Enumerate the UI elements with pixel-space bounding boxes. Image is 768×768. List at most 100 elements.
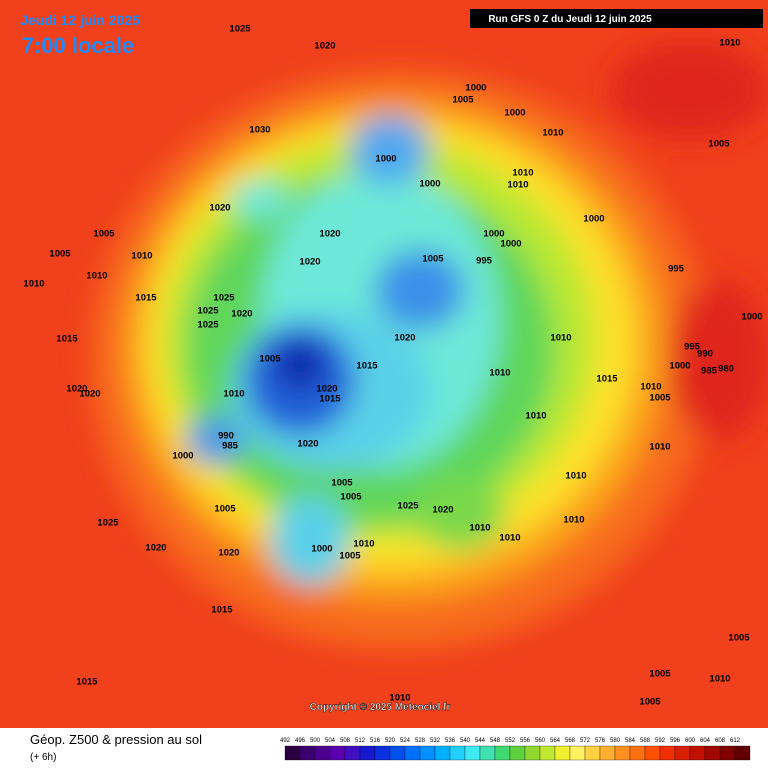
pressure-label: 1010 (469, 523, 490, 534)
scale-swatch (704, 745, 721, 761)
pressure-label: 1010 (131, 251, 152, 262)
time: 7:00 locale (22, 33, 135, 58)
scale-label: 600 (685, 738, 696, 744)
run-box (470, 9, 763, 28)
scale-swatch (599, 745, 616, 761)
pressure-label: 1005 (340, 492, 362, 503)
pressure-label: 1000 (172, 451, 193, 462)
scale-swatch (434, 745, 451, 761)
pressure-label: 1000 (500, 239, 521, 250)
color-scale: 492 496 500 504 508 512 516 520 524 528 532 536 540 5… (280, 738, 751, 761)
scale-swatch (614, 745, 631, 761)
scale-swatch (629, 745, 646, 761)
pressure-label: 1005 (49, 249, 71, 260)
scale-label: 568 (565, 738, 576, 744)
pressure-label: 1005 (649, 669, 671, 680)
scale-swatch (374, 745, 391, 761)
pressure-label: 1010 (389, 693, 410, 704)
pressure-label: 1010 (719, 38, 740, 49)
pressure-label: 1010 (23, 279, 44, 290)
pressure-label: 1025 (229, 24, 251, 35)
scale-label: 508 (340, 738, 351, 744)
pressure-label: 1025 (213, 293, 235, 304)
pressure-label: 1010 (512, 168, 533, 179)
pressure-label: 1010 (565, 471, 586, 482)
pressure-label: 1000 (741, 312, 762, 323)
pressure-label: 1020 (316, 384, 337, 395)
pressure-label: 1010 (223, 389, 244, 400)
pressure-label: 1025 (97, 518, 119, 529)
pressure-label: 1020 (231, 309, 252, 320)
pressure-label: 995 (668, 264, 685, 275)
pressure-label: 1010 (709, 674, 730, 685)
scale-label: 560 (535, 738, 546, 744)
pressure-label: 1010 (507, 180, 528, 191)
date: Jeudi 12 juin 2025 (20, 12, 140, 28)
scale-label: 512 (355, 738, 366, 744)
scale-swatch (284, 745, 301, 761)
pressure-label: 1000 (311, 544, 332, 555)
pressure-label: 1015 (76, 677, 98, 688)
scale-swatch (734, 745, 751, 761)
scale-label: 500 (310, 738, 321, 744)
run-info: Run GFS 0 Z du Jeudi 12 juin 2025 (488, 14, 652, 25)
pressure-label: 985 (222, 441, 239, 452)
pressure-label: 1020 (209, 203, 230, 214)
pressure-label: 1010 (640, 382, 661, 393)
pressure-label: 1000 (583, 214, 604, 225)
scale-swatch (659, 745, 676, 761)
pressure-label: 1005 (708, 139, 730, 150)
legend-lead: (+ 6h) (30, 752, 56, 763)
pressure-label: 1030 (249, 125, 270, 136)
pressure-label: 1010 (525, 411, 546, 422)
pressure-label: 1005 (331, 478, 353, 489)
scale-swatch (644, 745, 661, 761)
legend-title: Géop. Z500 & pression au sol (30, 732, 202, 747)
scale-label: 592 (655, 738, 666, 744)
pressure-label: 995 (684, 342, 701, 353)
scale-swatch (419, 745, 436, 761)
pressure-label: 1005 (214, 504, 236, 515)
pressure-label: 1010 (86, 271, 107, 282)
scale-label: 584 (625, 738, 636, 744)
pressure-label: 1020 (314, 41, 335, 52)
pressure-label: 1010 (499, 533, 520, 544)
pressure-label: 1020 (394, 333, 415, 344)
pressure-label: 985 (701, 366, 718, 377)
scale-swatch (299, 745, 316, 761)
pressure-label: 1000 (375, 154, 396, 165)
scale-swatch (359, 745, 376, 761)
pressure-label: 1005 (728, 633, 750, 644)
scale-label: 540 (460, 738, 471, 744)
scale-swatch (539, 745, 556, 761)
pressure-label: 1010 (550, 333, 571, 344)
pressure-label: 1000 (504, 108, 525, 119)
scale-label: 576 (595, 738, 606, 744)
pressure-label: 1015 (135, 293, 157, 304)
scale-label: 516 (370, 738, 381, 744)
scale-label: 580 (610, 738, 621, 744)
scale-swatch (404, 745, 421, 761)
scale-swatch (554, 745, 571, 761)
scale-swatch (524, 745, 541, 761)
pressure-label: 1005 (422, 254, 444, 265)
scale-label: 504 (325, 738, 336, 744)
pressure-label: 1015 (211, 605, 233, 616)
scale-label: 572 (580, 738, 591, 744)
scale-swatch (509, 745, 526, 761)
pressure-label: 1005 (339, 551, 361, 562)
pressure-label: 1025 (197, 320, 219, 331)
scale-swatch (314, 745, 331, 761)
pressure-label: 995 (476, 256, 493, 267)
pressure-label: 1005 (639, 697, 661, 708)
scale-label: 608 (715, 738, 726, 744)
geopotential-field (90, 40, 768, 650)
pressure-label: 1020 (218, 548, 239, 559)
scale-label: 612 (730, 738, 741, 744)
pressure-label: 1020 (79, 389, 100, 400)
pressure-label: 1010 (489, 368, 510, 379)
scale-label: 556 (520, 738, 531, 744)
scale-swatch (344, 745, 361, 761)
